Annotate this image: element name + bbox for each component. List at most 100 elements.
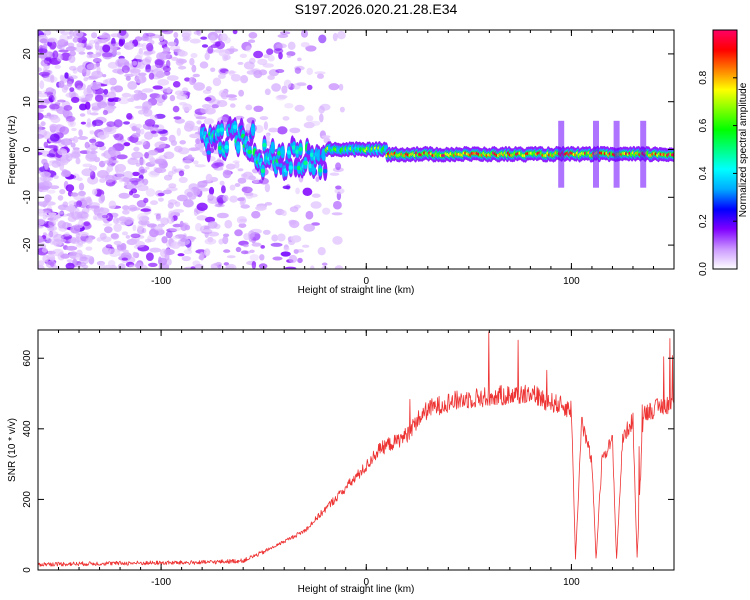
noise-cell — [112, 160, 119, 164]
noise-cell — [251, 261, 257, 269]
noise-cell — [165, 247, 171, 255]
noise-cell — [260, 245, 266, 249]
y-tick-label: 20 — [22, 48, 33, 60]
noise-cell — [165, 230, 173, 239]
noise-cell — [277, 233, 286, 242]
noise-cell — [249, 254, 259, 262]
noise-cell — [52, 50, 59, 59]
noise-cell — [118, 58, 127, 63]
noise-cell — [136, 93, 143, 100]
noise-cell — [38, 146, 45, 154]
noise-cell — [65, 115, 76, 122]
noise-cell — [334, 187, 345, 195]
noise-cell — [193, 209, 198, 216]
noise-cell — [108, 200, 117, 210]
noise-cell — [194, 164, 206, 168]
noise-cell — [94, 94, 104, 103]
noise-cell — [311, 193, 321, 198]
noise-cell — [44, 162, 49, 169]
noise-cell — [88, 54, 100, 58]
noise-cell — [169, 227, 182, 232]
noise-cell — [225, 70, 237, 74]
noise-cell — [237, 177, 245, 184]
noise-cell — [106, 121, 116, 127]
noise-cell — [92, 57, 102, 64]
noise-cell — [130, 188, 138, 194]
noise-cell — [57, 195, 64, 201]
noise-cell — [136, 51, 144, 59]
noise-cell — [116, 51, 121, 56]
noise-cell — [296, 249, 305, 253]
noise-cell — [301, 30, 308, 38]
noise-cell — [101, 236, 112, 243]
noise-cell — [167, 202, 174, 209]
noise-cell — [38, 67, 42, 72]
noise-cell — [143, 197, 149, 204]
noise-cell — [182, 199, 194, 208]
noise-cell — [144, 152, 150, 159]
noise-cell — [144, 119, 156, 127]
noise-cell — [317, 73, 324, 79]
noise-cell — [92, 119, 104, 127]
noise-cell — [91, 188, 98, 196]
noise-cell — [142, 140, 151, 150]
noise-cell — [123, 171, 134, 179]
noise-cell — [107, 61, 119, 69]
noise-cell — [154, 225, 163, 231]
noise-cell — [66, 35, 73, 40]
noise-cell — [163, 46, 171, 53]
noise-cell — [68, 55, 76, 63]
noise-cell — [259, 116, 269, 121]
noise-cell — [65, 245, 78, 251]
noise-cell — [48, 219, 57, 227]
noise-cell — [163, 174, 173, 181]
spectrogram-xlabel: Height of straight line (km) — [298, 285, 415, 296]
figure-title: S197.2026.020.21.28.E34 — [295, 1, 458, 17]
noise-cell — [224, 219, 233, 229]
noise-cell — [129, 238, 140, 242]
noise-cell — [121, 257, 128, 261]
y-tick-label: 0 — [22, 567, 33, 573]
noise-cell — [107, 157, 113, 165]
noise-cell — [40, 121, 46, 127]
noise-cell — [120, 221, 131, 226]
noise-cell — [106, 165, 114, 172]
noise-cell — [141, 42, 148, 51]
noise-cell — [188, 147, 199, 152]
noise-cell — [49, 123, 59, 131]
signal-cell — [323, 169, 328, 174]
signal-cell — [288, 165, 293, 170]
noise-cell — [321, 135, 331, 139]
noise-cell — [332, 32, 338, 42]
noise-cell — [155, 214, 162, 222]
noise-cell — [126, 183, 136, 190]
noise-cell — [137, 224, 144, 231]
noise-cell — [194, 263, 204, 269]
noise-cell — [72, 30, 84, 39]
noise-cell — [82, 212, 90, 218]
noise-cell — [172, 105, 180, 113]
noise-cell — [39, 80, 45, 90]
noise-cell — [79, 113, 86, 117]
noise-cell — [146, 223, 157, 228]
noise-cell — [217, 73, 226, 79]
noise-cell — [246, 117, 256, 124]
noise-cell — [52, 94, 57, 103]
noise-cell — [242, 171, 254, 180]
noise-cell — [40, 171, 51, 178]
noise-cell — [68, 251, 78, 259]
noise-cell — [137, 109, 146, 115]
noise-cell — [97, 170, 109, 179]
noise-cell — [205, 86, 212, 92]
noise-cell — [208, 186, 215, 195]
noise-cell — [267, 54, 275, 62]
noise-cell — [160, 30, 169, 33]
noise-cell — [155, 167, 163, 174]
noise-cell — [92, 215, 97, 221]
noise-cell — [193, 187, 201, 196]
signal-streak — [593, 120, 599, 188]
noise-cell — [207, 194, 214, 200]
noise-cell — [122, 205, 130, 211]
noise-cell — [204, 225, 210, 231]
